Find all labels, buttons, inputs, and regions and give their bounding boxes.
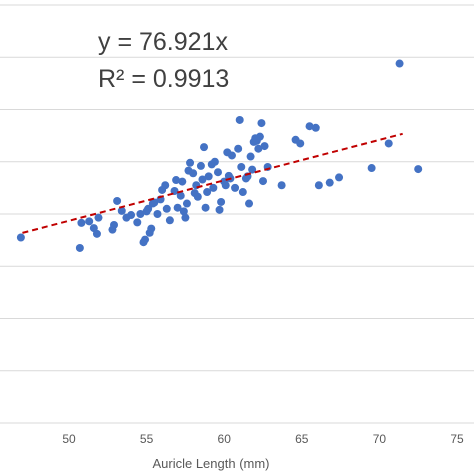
data-point: [196, 161, 205, 170]
data-point: [325, 178, 334, 187]
data-point: [367, 164, 376, 173]
data-point: [209, 183, 218, 192]
data-point: [161, 181, 170, 190]
data-point: [231, 183, 240, 192]
data-point: [192, 181, 201, 190]
data-point: [189, 169, 198, 178]
data-point: [178, 177, 187, 186]
data-points: [16, 59, 423, 252]
data-point: [215, 205, 224, 214]
data-point: [113, 196, 122, 205]
data-point: [117, 206, 126, 215]
data-point: [77, 218, 86, 227]
x-tick-label: 75: [450, 432, 464, 446]
data-point: [193, 192, 202, 201]
data-point: [254, 144, 263, 153]
data-point: [92, 229, 101, 238]
data-point: [144, 204, 153, 213]
data-point: [179, 207, 188, 216]
data-point: [85, 217, 94, 226]
data-point: [296, 139, 305, 148]
data-point: [176, 191, 185, 200]
data-point: [150, 198, 159, 207]
data-point: [255, 132, 264, 141]
data-point: [246, 152, 255, 161]
gridlines: [0, 4, 474, 372]
x-axis-title: Auricle Length (mm): [152, 456, 269, 471]
trendline-r-squared: R² = 0.9913: [98, 65, 229, 93]
data-point: [147, 224, 156, 233]
data-point: [235, 115, 244, 124]
data-point: [94, 213, 103, 222]
data-point: [186, 158, 195, 167]
data-point: [245, 199, 254, 208]
data-point: [221, 181, 230, 190]
data-point: [395, 59, 404, 68]
data-point: [414, 165, 423, 174]
data-point: [257, 119, 266, 128]
data-point: [198, 175, 207, 184]
data-point: [172, 176, 181, 185]
data-point: [203, 188, 212, 197]
data-point: [259, 177, 267, 186]
data-point: [311, 123, 320, 132]
data-point: [127, 211, 136, 220]
data-point: [173, 203, 182, 212]
data-point: [384, 139, 393, 148]
data-point: [248, 165, 257, 174]
x-tick-label: 50: [62, 432, 76, 446]
data-point: [237, 162, 246, 171]
data-point: [110, 220, 119, 229]
data-point: [213, 168, 222, 177]
data-point: [75, 243, 84, 252]
x-tick-label: 70: [373, 432, 387, 446]
data-point: [238, 188, 247, 197]
x-tick-label: 55: [140, 432, 154, 446]
data-point: [141, 235, 150, 244]
data-point: [227, 151, 236, 160]
x-tick-label: 65: [295, 432, 309, 446]
data-point: [165, 216, 174, 225]
data-point: [234, 144, 243, 153]
data-point: [335, 173, 344, 182]
data-point: [204, 172, 213, 181]
data-point: [200, 143, 209, 152]
trendline: [22, 132, 403, 234]
x-axis-ticks: 50 55 60 65 70 75: [62, 432, 464, 446]
data-point: [314, 181, 323, 190]
data-point: [181, 213, 190, 222]
data-point: [210, 157, 219, 166]
data-point: [201, 203, 210, 212]
data-point: [133, 218, 142, 227]
data-point: [162, 204, 171, 213]
data-point: [305, 122, 314, 131]
data-point: [182, 199, 191, 208]
data-point: [136, 210, 145, 218]
data-point: [260, 142, 269, 151]
x-tick-label: 60: [218, 432, 232, 446]
trendline-equation: y = 76.921x: [98, 28, 228, 56]
data-point: [217, 197, 226, 206]
data-point: [153, 210, 162, 218]
data-point: [277, 181, 286, 190]
data-point: [16, 233, 25, 242]
